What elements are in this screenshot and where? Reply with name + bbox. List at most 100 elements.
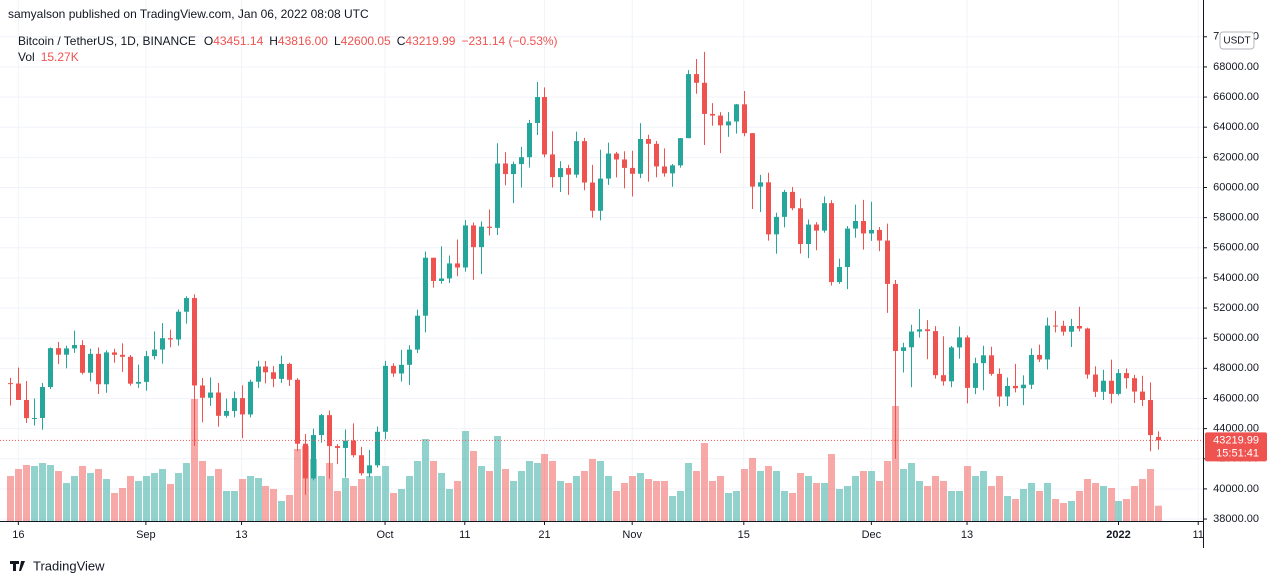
- candle-body: [495, 163, 500, 228]
- candle-body: [112, 352, 117, 355]
- candle-body: [216, 392, 221, 416]
- volume-bar: [725, 493, 732, 521]
- candle-body: [1013, 385, 1018, 389]
- volume-bar: [836, 489, 843, 521]
- volume-bar: [127, 476, 134, 521]
- candle-body: [973, 363, 978, 388]
- candle-body: [1005, 385, 1010, 397]
- candle-body: [128, 356, 133, 384]
- volume-bar: [1044, 483, 1051, 521]
- volume-bar: [143, 476, 150, 521]
- candle-body: [248, 381, 253, 415]
- symbol: Bitcoin / TetherUS, 1D, BINANCE: [18, 34, 196, 48]
- candle-body: [1029, 354, 1034, 385]
- candle-body: [678, 138, 683, 166]
- candle-body: [1156, 436, 1161, 441]
- x-tick-label: 13: [961, 529, 973, 541]
- candle-body: [104, 352, 109, 385]
- candles: [8, 51, 1161, 495]
- volume-bar: [119, 488, 126, 521]
- volume-bar: [749, 458, 756, 521]
- candle-body: [367, 465, 372, 474]
- candle-body: [893, 283, 898, 351]
- volume-bar: [55, 471, 62, 521]
- legend: Bitcoin / TetherUS, 1D, BINANCE O43451.14…: [18, 34, 558, 48]
- volume-bar: [876, 481, 883, 521]
- volume-bar: [805, 476, 812, 521]
- candle-body: [263, 366, 268, 373]
- last-price-label: 43219.99: [1213, 434, 1259, 446]
- candle-body: [232, 398, 237, 411]
- candle-body: [941, 375, 946, 382]
- volume-bar: [1108, 488, 1115, 521]
- candle-body: [622, 159, 627, 168]
- candle-body: [742, 104, 747, 134]
- volume-bar: [262, 486, 269, 521]
- volume-pane: [7, 399, 1162, 521]
- volume-bar: [605, 476, 612, 521]
- candle-body: [782, 191, 787, 217]
- candle-body: [997, 373, 1002, 397]
- volume-bar: [47, 465, 54, 521]
- volume-bar: [231, 491, 238, 521]
- volume-bar: [398, 489, 405, 521]
- volume-bar: [87, 473, 94, 521]
- candle-body: [88, 353, 93, 373]
- candle-body: [758, 182, 763, 187]
- volume-bar: [629, 476, 636, 521]
- volume-bar: [406, 476, 413, 521]
- candle-body: [256, 366, 261, 382]
- volume-bar: [390, 493, 397, 521]
- candle-body: [80, 345, 85, 373]
- y-tick-label: 64000.00: [1213, 121, 1259, 133]
- candle-body: [271, 372, 276, 379]
- candle-body: [463, 225, 468, 268]
- candle-body: [40, 387, 45, 418]
- candle-body: [909, 331, 914, 348]
- volume-bar: [1036, 491, 1043, 521]
- volume-bar: [956, 491, 963, 521]
- volume-bar: [310, 459, 317, 521]
- volume-bar: [653, 481, 660, 521]
- volume-bar: [557, 481, 564, 521]
- volume-bar: [79, 466, 86, 521]
- candle-body: [136, 381, 141, 384]
- y-tick-label: 52000.00: [1213, 302, 1259, 314]
- candle-body: [734, 104, 739, 122]
- candle-body: [479, 226, 484, 248]
- candle-body: [503, 163, 508, 175]
- candle-body: [750, 133, 755, 187]
- volume-bar: [1100, 486, 1107, 521]
- candle-body: [152, 349, 157, 357]
- candle-body: [582, 141, 587, 183]
- volume-bar: [940, 481, 947, 521]
- volume-bar: [294, 449, 301, 521]
- candle-body: [72, 345, 77, 349]
- y-tick-label: 68000.00: [1213, 61, 1259, 73]
- ohlc-value: 43816.00: [278, 34, 328, 48]
- candle-body: [774, 216, 779, 235]
- volume-bar: [151, 473, 158, 521]
- change: −231.14 (−0.53%): [461, 34, 557, 48]
- volume-bar: [1028, 483, 1035, 521]
- volume-bar: [1131, 486, 1138, 521]
- candle-body: [311, 435, 316, 479]
- candle-body: [144, 356, 149, 382]
- volume-bar: [446, 489, 453, 521]
- volume-bar: [470, 451, 477, 521]
- volume-bar: [573, 476, 580, 521]
- volume-bar: [23, 465, 30, 521]
- volume-bar: [1139, 479, 1146, 521]
- candle-body: [319, 415, 324, 436]
- volume-bar: [518, 471, 525, 521]
- axes: 38000.0040000.0042000.0044000.0046000.00…: [0, 0, 1267, 548]
- volume-bar: [486, 471, 493, 521]
- candle-body: [1085, 328, 1090, 375]
- volume-bar: [797, 473, 804, 521]
- volume-bar: [502, 469, 509, 521]
- volume-bar: [773, 471, 780, 521]
- volume-bar: [781, 491, 788, 521]
- volume-bar: [270, 489, 277, 521]
- candle-body: [407, 349, 412, 365]
- volume-bar: [31, 466, 38, 521]
